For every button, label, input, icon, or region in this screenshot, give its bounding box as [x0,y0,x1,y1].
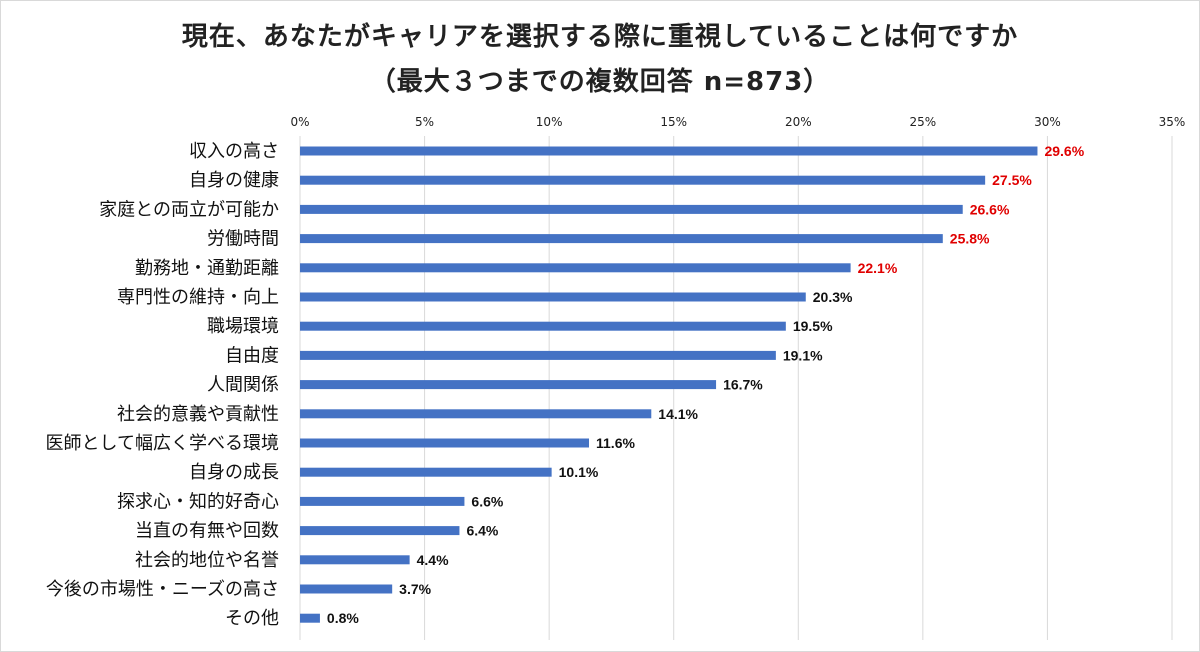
bar [300,526,460,536]
category-label: 当直の有無や回数 [135,521,279,542]
data-label: 10.1% [559,464,599,480]
data-label: 27.5% [992,172,1032,188]
category-label: 探求心・知的好奇心 [117,491,279,512]
bar [300,146,1038,156]
bars [300,146,1038,623]
x-tick-label: 25% [910,115,937,129]
data-label: 19.5% [793,318,833,334]
value-labels: 29.6% 27.5% 26.6% 25.8% 22.1% 20.3% 19.5% 19.1%… [327,143,1085,626]
bar [300,584,393,594]
data-label: 3.7% [399,581,431,597]
data-label: 14.1% [658,406,698,422]
category-label: 労働時間 [207,229,279,250]
data-label: 29.6% [1044,143,1084,159]
x-tick-label: 30% [1034,115,1061,129]
chart-title: 現在、あなたがキャリアを選択する際に重視していることは何ですか [181,22,1019,52]
bar [300,555,410,565]
bar [300,263,851,273]
bar [300,292,806,302]
category-label: 今後の市場性・ニーズの高さ [46,579,279,600]
bar [300,467,552,477]
category-label: 社会的意義や貢献性 [117,404,279,425]
data-label: 11.6% [596,435,635,451]
bar [300,438,590,448]
data-label: 6.6% [471,493,503,509]
data-label: 20.3% [813,289,853,305]
bar [300,350,776,360]
bar [300,613,320,623]
bar [300,175,986,185]
bar [300,496,465,506]
data-label: 26.6% [970,201,1010,217]
category-label: 人間関係 [207,375,279,396]
data-label: 6.4% [466,523,498,539]
bar [300,409,652,419]
data-label: 16.7% [723,377,763,393]
category-label: 収入の高さ [189,141,279,162]
x-tick-label: 10% [536,115,563,129]
data-label: 19.1% [783,347,823,363]
x-tick-label: 5% [415,115,434,129]
category-label: 医師として幅広く学べる環境 [46,433,279,454]
bar [300,321,786,331]
bar [300,204,963,214]
x-axis-ticks: 0% 5% 10% 15% 20% 25% 30% 35% [290,115,1185,129]
bar [300,234,943,244]
category-label: 職場環境 [207,316,279,337]
category-label: 家庭との両立が可能か [99,199,279,220]
category-label: 自身の成長 [189,462,279,483]
category-label: 専門性の維持・向上 [117,287,279,308]
data-label: 0.8% [327,610,359,626]
x-tick-label: 35% [1159,115,1186,129]
data-label: 25.8% [950,231,990,247]
data-label: 4.4% [417,552,449,568]
category-label: 勤務地・通勤距離 [135,258,279,279]
data-label: 22.1% [858,260,898,276]
bar [300,380,717,390]
category-label: 自身の健康 [189,170,279,191]
category-label: 社会的地位や名誉 [135,550,279,571]
x-tick-label: 0% [290,115,309,129]
category-label: その他 [225,608,279,629]
x-tick-label: 15% [660,115,687,129]
category-labels: 収入の高さ自身の健康家庭との両立が可能か労働時間勤務地・通勤距離専門性の維持・向… [46,141,279,629]
x-tick-label: 20% [785,115,812,129]
chart-subtitle: （最大３つまでの複数回答 n=873） [369,67,831,97]
category-label: 自由度 [225,345,279,366]
